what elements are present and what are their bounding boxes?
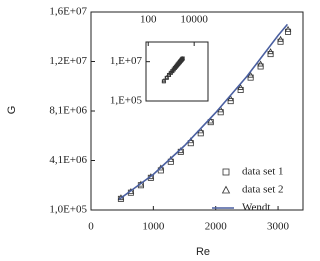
data-point bbox=[237, 84, 244, 90]
x-tick-label: 1000 bbox=[142, 221, 165, 233]
legend-marker bbox=[222, 168, 230, 176]
data-point bbox=[267, 48, 274, 55]
inset-y-tick-label: 1,E+05 bbox=[110, 95, 143, 107]
data-point bbox=[207, 117, 214, 124]
data-point bbox=[247, 71, 254, 78]
legend-label: data set 2 bbox=[242, 184, 284, 196]
x-tick-label: 3000 bbox=[267, 221, 290, 233]
data-point bbox=[284, 25, 292, 32]
y-tick-label: 8,1E+06 bbox=[49, 105, 87, 117]
inset-point bbox=[166, 72, 172, 77]
data-point bbox=[227, 95, 234, 102]
line-series bbox=[118, 23, 289, 201]
y-tick-label: 4,1E+06 bbox=[49, 154, 87, 166]
y-axis-label: G bbox=[6, 106, 18, 115]
x-tick-label: 0 bbox=[88, 221, 94, 233]
y-tick-label: 1,2E+07 bbox=[49, 55, 87, 67]
data-point bbox=[257, 60, 264, 67]
data-point bbox=[277, 35, 284, 42]
x-axis-label: Re bbox=[196, 246, 210, 258]
data-point bbox=[117, 195, 124, 202]
inset-frame bbox=[145, 41, 209, 102]
inset-y-tick-label: 1,E+07 bbox=[110, 55, 143, 67]
x-tick-label: 2000 bbox=[205, 221, 228, 233]
legend-marker bbox=[221, 185, 231, 194]
inset-x-tick-label: 10000 bbox=[180, 14, 208, 26]
y-tick-label: 1,6E+07 bbox=[49, 6, 87, 18]
data-point bbox=[207, 119, 214, 126]
legend-label: Wendt bbox=[242, 202, 270, 214]
y-tick-label: 1,0E+05 bbox=[49, 204, 87, 216]
inset-point bbox=[164, 74, 170, 79]
inset-x-tick-label: 100 bbox=[140, 14, 157, 26]
inset-point bbox=[161, 78, 167, 83]
inset-point bbox=[168, 70, 174, 75]
legend-label: data set 1 bbox=[242, 166, 284, 178]
inset-point bbox=[180, 55, 185, 61]
